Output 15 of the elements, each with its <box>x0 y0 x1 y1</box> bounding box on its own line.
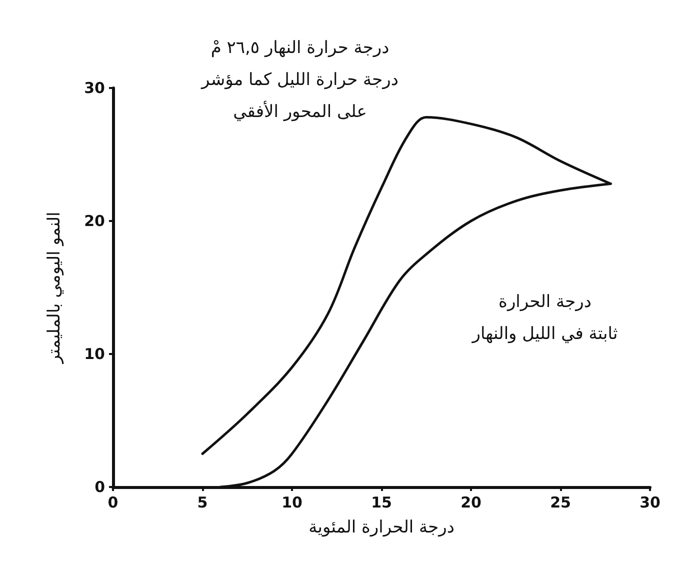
annotation: درجة حرارة النهار ٢٦,٥ مْ درجة حرارة الليل كما مؤشر على المحور الأفقي <box>200 38 398 122</box>
x-axis-title: درجة الحرارة المئوية <box>308 518 454 538</box>
x-tick-label: 0 <box>108 494 118 512</box>
y-tick-label: 10 <box>84 345 105 363</box>
y-axis-title: النمو اليومي بالمليمتر <box>44 212 64 364</box>
y-tick-label: 30 <box>84 79 105 97</box>
annotation: درجة الحرارة ثابتة في الليل والنهار <box>471 292 618 344</box>
x-tick-label: 30 <box>640 494 660 512</box>
y-tick-label: 0 <box>94 478 105 496</box>
x-tick-label: 15 <box>371 494 392 512</box>
y-tick-label: 20 <box>84 212 105 230</box>
x-tick-label: 25 <box>550 494 571 512</box>
x-tick-label: 20 <box>460 494 482 512</box>
x-tick-label: 5 <box>197 494 208 512</box>
x-tick-label: 10 <box>282 494 302 512</box>
